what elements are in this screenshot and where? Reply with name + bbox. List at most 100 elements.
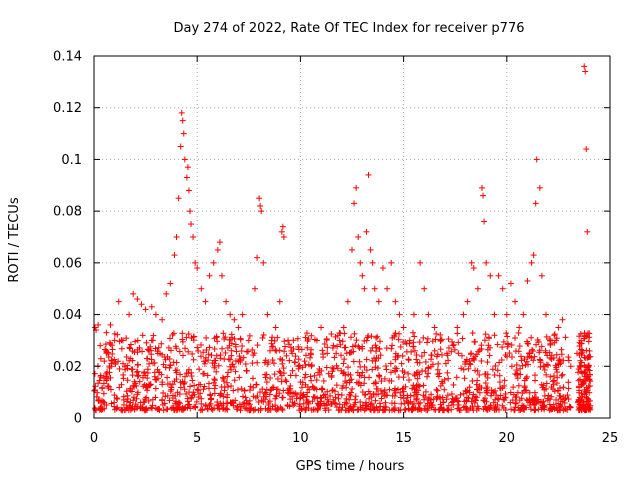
data-point [528,259,535,266]
data-points [91,63,594,414]
data-point [167,280,174,287]
data-point [184,164,191,171]
data-point [260,259,267,266]
data-point [355,234,362,240]
data-point [180,130,187,137]
data-point [480,192,487,199]
chart-title: Day 274 of 2022, Rate Of TEC Index for r… [174,21,525,36]
data-point [202,298,209,305]
data-point [543,311,550,318]
x-axis: 0 5 10 15 20 25 [90,56,618,446]
data-point [190,234,197,240]
data-point [159,316,166,323]
data-point [223,298,230,305]
x-tick-label: 10 [292,431,309,446]
data-point [583,146,590,153]
x-tick-label: 20 [499,431,516,446]
data-point [538,272,545,279]
data-point [186,208,193,215]
data-point [464,298,471,305]
data-point [431,324,438,331]
data-point [280,234,287,240]
data-point [344,298,351,305]
data-point [516,324,523,331]
data-point [520,311,527,318]
data-point [421,285,428,292]
data-point [278,228,285,235]
data-point [214,246,221,253]
data-point [235,324,242,331]
data-point [183,174,190,181]
x-tick-label: 25 [602,431,619,446]
data-point [536,184,543,191]
data-point [245,337,252,344]
data-point [185,187,192,194]
data-point [551,332,558,339]
data-point [582,68,589,75]
data-point [533,156,540,163]
data-point [361,285,368,292]
data-point [375,298,382,305]
data-point [491,311,498,318]
data-point [111,337,118,344]
plot-frame [93,55,611,419]
data-point [367,246,374,253]
data-point [227,311,234,318]
data-point [126,311,133,318]
data-point [148,303,155,310]
data-point [365,171,372,178]
data-point [171,252,178,259]
data-point [324,350,331,357]
data-point [532,200,539,207]
data-point [410,311,417,318]
data-point [479,184,486,191]
data-point [152,311,159,318]
data-point [256,195,263,202]
data-point [210,259,217,266]
data-point [581,63,588,70]
data-point [130,290,137,297]
data-point [340,324,347,331]
y-tick-label: 0.02 [53,360,82,375]
data-point [318,324,325,331]
data-point [524,277,531,284]
data-point [559,316,566,323]
data-point [92,324,99,331]
data-point [512,298,519,305]
data-point [359,272,366,279]
data-point [231,316,238,323]
data-point [188,221,195,228]
data-point [276,298,283,305]
y-tick-label: 0.12 [53,101,82,116]
x-tick-label: 15 [395,431,412,446]
data-point [417,259,424,266]
data-point [349,246,355,253]
data-point [138,301,145,308]
data-point [178,109,185,116]
data-point [95,321,102,328]
y-tick-label: 0.08 [53,205,82,220]
y-axis-label: ROTI / TECUs [7,197,22,282]
data-point [216,239,223,246]
data-point [379,265,386,272]
data-point [369,259,376,266]
data-point [279,223,286,230]
data-point [425,311,432,318]
data-point [198,285,205,292]
data-point [460,311,467,318]
data-point [392,298,399,305]
data-point [103,329,110,336]
data-point [357,259,364,266]
data-point [450,342,457,349]
data-point [206,272,213,279]
data-point [264,311,271,318]
data-point [507,280,514,287]
data-point [254,254,261,261]
data-point [555,324,562,331]
data-point [179,117,186,124]
data-point [218,272,225,279]
data-point [503,311,510,318]
x-axis-label: GPS time / hours [296,459,405,474]
data-point [301,358,308,365]
data-point [177,143,184,150]
